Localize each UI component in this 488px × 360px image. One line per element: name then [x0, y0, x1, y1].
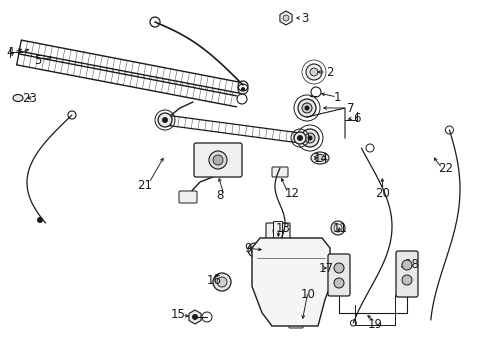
Text: 21: 21: [137, 179, 152, 192]
Circle shape: [272, 226, 283, 236]
Text: 9: 9: [244, 242, 251, 255]
Text: 6: 6: [352, 112, 360, 125]
Circle shape: [208, 151, 226, 169]
Circle shape: [162, 117, 168, 123]
Text: 8: 8: [216, 189, 223, 202]
Ellipse shape: [314, 154, 325, 162]
Text: 20: 20: [375, 186, 389, 199]
FancyBboxPatch shape: [288, 314, 303, 328]
Circle shape: [213, 273, 230, 291]
FancyBboxPatch shape: [273, 221, 282, 240]
FancyBboxPatch shape: [179, 191, 197, 203]
FancyBboxPatch shape: [194, 143, 242, 177]
Circle shape: [305, 64, 321, 80]
Text: 22: 22: [438, 162, 452, 175]
Circle shape: [305, 133, 314, 143]
Circle shape: [309, 68, 317, 76]
Text: 15: 15: [170, 309, 185, 321]
Circle shape: [241, 87, 244, 91]
Circle shape: [296, 135, 303, 141]
Circle shape: [213, 155, 223, 165]
FancyBboxPatch shape: [395, 251, 417, 297]
Text: 11: 11: [332, 221, 347, 234]
Circle shape: [158, 113, 172, 127]
Circle shape: [283, 15, 288, 21]
Circle shape: [247, 243, 262, 257]
FancyBboxPatch shape: [327, 254, 349, 296]
Circle shape: [401, 275, 411, 285]
Text: 12: 12: [284, 186, 299, 199]
Circle shape: [401, 260, 411, 270]
Circle shape: [293, 132, 305, 144]
Text: 19: 19: [367, 319, 382, 332]
Circle shape: [297, 99, 315, 117]
Polygon shape: [251, 238, 329, 326]
FancyBboxPatch shape: [271, 167, 287, 177]
Circle shape: [333, 263, 343, 273]
Circle shape: [301, 129, 318, 147]
Text: 4: 4: [6, 45, 14, 59]
Ellipse shape: [310, 152, 328, 164]
Ellipse shape: [13, 94, 23, 102]
Circle shape: [307, 135, 312, 140]
Circle shape: [304, 105, 309, 111]
Text: 13: 13: [275, 221, 290, 234]
Circle shape: [333, 278, 343, 288]
Text: 16: 16: [206, 274, 221, 287]
Text: 14: 14: [313, 152, 328, 165]
Circle shape: [37, 217, 43, 223]
Circle shape: [192, 314, 198, 320]
Text: 23: 23: [22, 91, 38, 104]
Text: 7: 7: [346, 102, 354, 114]
Text: 2: 2: [325, 66, 333, 78]
Text: 17: 17: [318, 261, 333, 274]
Text: 10: 10: [300, 288, 315, 302]
Circle shape: [217, 277, 226, 287]
FancyBboxPatch shape: [265, 223, 289, 239]
Text: 18: 18: [404, 258, 419, 271]
Circle shape: [302, 103, 311, 113]
Text: 5: 5: [34, 54, 41, 67]
Text: 3: 3: [301, 12, 308, 24]
Text: 1: 1: [332, 90, 340, 104]
Circle shape: [330, 221, 345, 235]
